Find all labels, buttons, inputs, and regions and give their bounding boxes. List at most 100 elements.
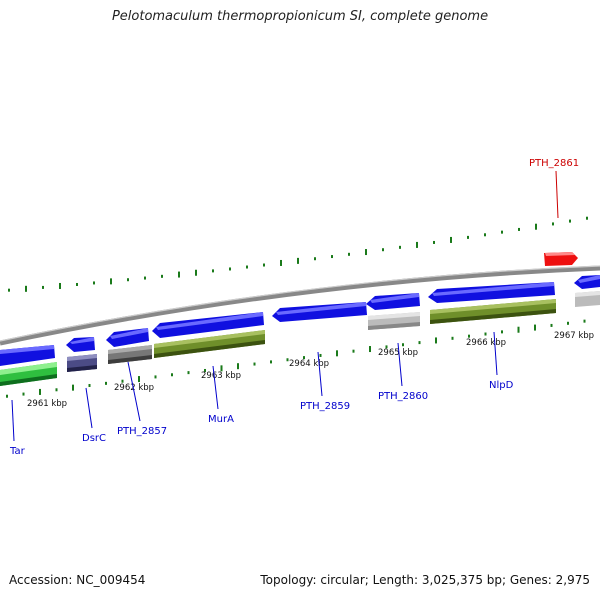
outer-track-mark bbox=[8, 288, 10, 292]
inner-track-mark bbox=[55, 388, 58, 392]
inner-track-mark bbox=[204, 368, 206, 372]
gene-label-tar[interactable]: Tar bbox=[9, 446, 26, 457]
outer-track-mark bbox=[297, 257, 299, 264]
gene-label-pth-2859-leader bbox=[317, 351, 323, 397]
category-light-grey-2 bbox=[575, 291, 600, 307]
outer-track-mark bbox=[195, 269, 197, 276]
inner-track-mark bbox=[517, 326, 520, 333]
inner-track-mark bbox=[451, 336, 454, 340]
inner-track-mark bbox=[6, 394, 8, 398]
inner-track-mark bbox=[336, 350, 338, 357]
outer-track-mark bbox=[110, 278, 112, 285]
kbp-tick-label: 2961 kbp bbox=[27, 399, 67, 409]
inner-track-mark bbox=[550, 323, 553, 327]
gene-label-tar-leader bbox=[11, 399, 15, 442]
kbp-tick-label: 2962 kbp bbox=[114, 383, 154, 393]
category-green bbox=[0, 362, 57, 386]
feature-pth-2861[interactable] bbox=[544, 252, 578, 266]
category-light-grey-1 bbox=[368, 312, 420, 330]
outer-track-mark bbox=[382, 248, 384, 252]
feature-tar[interactable] bbox=[0, 345, 55, 366]
gene-label-pth-2860[interactable]: PTH_2860 bbox=[378, 391, 428, 402]
gene-label-dsrc-leader bbox=[85, 387, 93, 429]
outer-track-mark bbox=[127, 278, 129, 282]
outer-track-mark bbox=[144, 276, 146, 280]
feature-mura[interactable] bbox=[152, 312, 264, 338]
outer-track-mark bbox=[450, 236, 452, 243]
outer-track-mark bbox=[467, 235, 469, 239]
outer-track-mark bbox=[399, 245, 401, 249]
outer-track-mark bbox=[484, 233, 486, 237]
inner-track-mark bbox=[286, 358, 289, 362]
outer-track-mark bbox=[161, 274, 163, 278]
inner-track-mark bbox=[253, 362, 256, 366]
feature-nlpd[interactable] bbox=[428, 282, 555, 303]
outer-track-mark bbox=[246, 265, 248, 269]
outer-track-mark bbox=[552, 222, 554, 226]
inner-track-mark bbox=[88, 383, 91, 387]
inner-track-mark bbox=[402, 343, 404, 347]
inner-track-mark bbox=[171, 373, 173, 377]
category-slate bbox=[67, 354, 97, 372]
gene-labels: Tar DsrC PTH_2857 MurA PTH_2859 PTH_2860 NlpD P… bbox=[9, 158, 579, 457]
outer-track-mark bbox=[178, 271, 180, 278]
kbp-tick-label: 2964 kbp bbox=[289, 359, 329, 369]
gene-label-nlpd[interactable]: NlpD bbox=[489, 380, 514, 391]
inner-track-mark bbox=[567, 321, 569, 325]
inner-track-mark bbox=[435, 337, 437, 344]
inner-dotted-track bbox=[6, 319, 586, 398]
inner-track-mark bbox=[237, 363, 239, 370]
outer-track-mark bbox=[212, 269, 214, 273]
inner-track-mark bbox=[138, 376, 140, 383]
outer-track-mark bbox=[348, 252, 350, 256]
category-olive-1 bbox=[154, 330, 265, 358]
feature-pth-2860[interactable] bbox=[366, 293, 420, 310]
gene-label-dsrc[interactable]: DsrC bbox=[82, 433, 106, 444]
gene-label-pth-2857-leader bbox=[127, 361, 141, 422]
inner-track-mark bbox=[22, 392, 25, 396]
outer-track-mark bbox=[42, 285, 44, 289]
inner-track-mark bbox=[39, 388, 41, 395]
gene-label-pth-2861[interactable]: PTH_2861 bbox=[529, 158, 579, 169]
inner-track-mark bbox=[385, 345, 388, 349]
kbp-tick-label: 2963 kbp bbox=[201, 371, 241, 381]
inner-track-mark bbox=[319, 353, 322, 357]
inner-track-mark bbox=[270, 360, 272, 364]
inner-track-mark bbox=[154, 375, 157, 379]
feature-next-cds[interactable] bbox=[574, 275, 600, 289]
feature-pth-2859[interactable] bbox=[272, 302, 367, 322]
outer-track-mark bbox=[314, 257, 316, 261]
genome-backbone bbox=[0, 265, 600, 346]
outer-track-mark bbox=[365, 249, 367, 256]
kbp-tick-label: 2967 kbp bbox=[554, 331, 594, 341]
outer-track-mark bbox=[59, 282, 61, 289]
category-grey bbox=[108, 345, 152, 364]
outer-track-mark bbox=[501, 230, 503, 234]
inner-track-mark bbox=[534, 324, 536, 331]
inner-track-mark bbox=[187, 371, 190, 375]
gene-label-mura[interactable]: MurA bbox=[208, 414, 234, 425]
feature-dsrc[interactable] bbox=[66, 337, 95, 352]
inner-track-mark bbox=[72, 384, 74, 391]
kbp-tick-label: 2966 kbp bbox=[466, 338, 506, 348]
inner-track-mark bbox=[583, 319, 586, 323]
gene-label-pth-2859[interactable]: PTH_2859 bbox=[300, 401, 350, 412]
gene-label-pth-2860-leader bbox=[397, 342, 403, 387]
outer-track-mark bbox=[518, 227, 520, 231]
kbp-tick-label: 2965 kbp bbox=[378, 348, 418, 358]
gene-label-pth-2861-leader bbox=[555, 170, 559, 219]
inner-track-mark bbox=[220, 365, 223, 372]
gene-label-pth-2857[interactable]: PTH_2857 bbox=[117, 426, 167, 437]
inner-track-mark bbox=[303, 356, 305, 360]
inner-track-mark bbox=[369, 346, 371, 353]
inner-track-mark bbox=[105, 381, 107, 385]
feature-pth-2857[interactable] bbox=[106, 328, 149, 347]
genome-summary-text: Topology: circular; Length: 3,025,375 bp… bbox=[260, 573, 590, 587]
outer-track-mark bbox=[280, 259, 282, 266]
category-olive-2 bbox=[430, 299, 556, 324]
inner-track-mark bbox=[121, 379, 124, 383]
gene-label-mura-leader bbox=[212, 365, 219, 410]
outer-track-mark bbox=[586, 216, 588, 220]
accession-text: Accession: NC_009454 bbox=[9, 573, 146, 587]
